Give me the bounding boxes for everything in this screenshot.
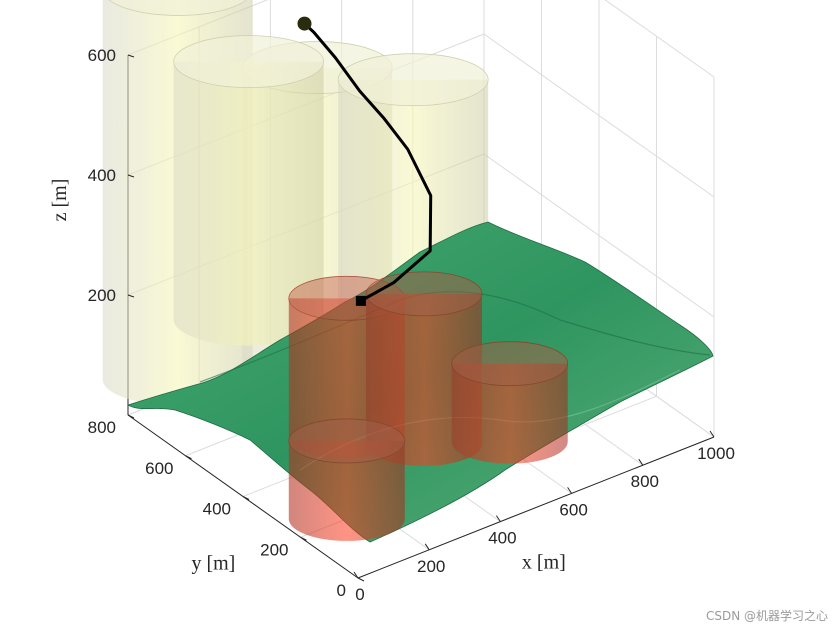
cylinder-cap — [451, 341, 569, 387]
cylinder-body — [451, 363, 568, 464]
y-tick-label: 800 — [88, 418, 116, 437]
cylinder-cap — [365, 271, 483, 317]
cylinder-cap — [173, 35, 325, 88]
x-tick-mark — [638, 458, 644, 466]
cylinder-cap — [337, 53, 489, 107]
cylinder-cap — [108, 0, 247, 16]
y-tick-mark — [185, 455, 192, 460]
x-tick-label: 0 — [355, 585, 364, 604]
y-tick-label: 200 — [260, 540, 288, 559]
x-tick-label: 600 — [559, 500, 587, 519]
z-tick-label: 400 — [88, 166, 116, 185]
obstacle-cylinders-front — [288, 271, 569, 541]
x-axis-line — [357, 436, 715, 579]
x-tick-label: 800 — [631, 472, 659, 491]
x-tick-label: 1000 — [697, 444, 735, 463]
cylinder-cap — [288, 418, 406, 464]
axis-labels: 0 200 400 600 800 1000 0 200 400 600 800 200 400 600 x… — [49, 46, 735, 604]
path-line — [303, 22, 433, 303]
z-tick-mark — [127, 174, 135, 178]
x-tick-label: 200 — [417, 557, 445, 576]
z-tick-mark — [127, 294, 135, 298]
z-tick-label: 200 — [88, 286, 116, 305]
z-tick-label: 600 — [88, 46, 116, 65]
flight-path — [297, 16, 433, 306]
x-tick-mark — [424, 543, 430, 551]
watermark: CSDN @机器学习之心 — [706, 608, 828, 623]
y-tick-mark — [242, 496, 250, 500]
grid-line-z-right — [604, 0, 715, 78]
path-start-marker — [355, 295, 366, 306]
y-tick-mark — [300, 536, 307, 541]
z-tick-mark — [127, 54, 135, 58]
x-tick-mark — [709, 430, 715, 438]
cylinder-body — [173, 61, 324, 346]
x-tick-label: 400 — [488, 529, 516, 548]
x-tick-mark — [495, 515, 501, 522]
y-axis-label: y [m] — [191, 553, 235, 575]
x-tick-mark — [567, 487, 573, 494]
y-tick-label: 400 — [203, 500, 231, 519]
path-end-marker — [297, 16, 312, 31]
y-tick-label: 600 — [145, 459, 173, 478]
cylinder-body — [288, 440, 405, 541]
x-tick-mark — [353, 571, 359, 579]
cylinder-safe-2 — [173, 35, 325, 346]
y-tick-label: 0 — [337, 581, 346, 600]
y-tick-mark — [127, 414, 135, 419]
cylinder-threat-7 — [288, 418, 406, 541]
y-tick-mark — [357, 577, 365, 582]
cylinder-threat-6 — [451, 341, 569, 464]
z-axis-label: z [m] — [49, 179, 71, 222]
x-axis-label: x [m] — [522, 551, 566, 573]
